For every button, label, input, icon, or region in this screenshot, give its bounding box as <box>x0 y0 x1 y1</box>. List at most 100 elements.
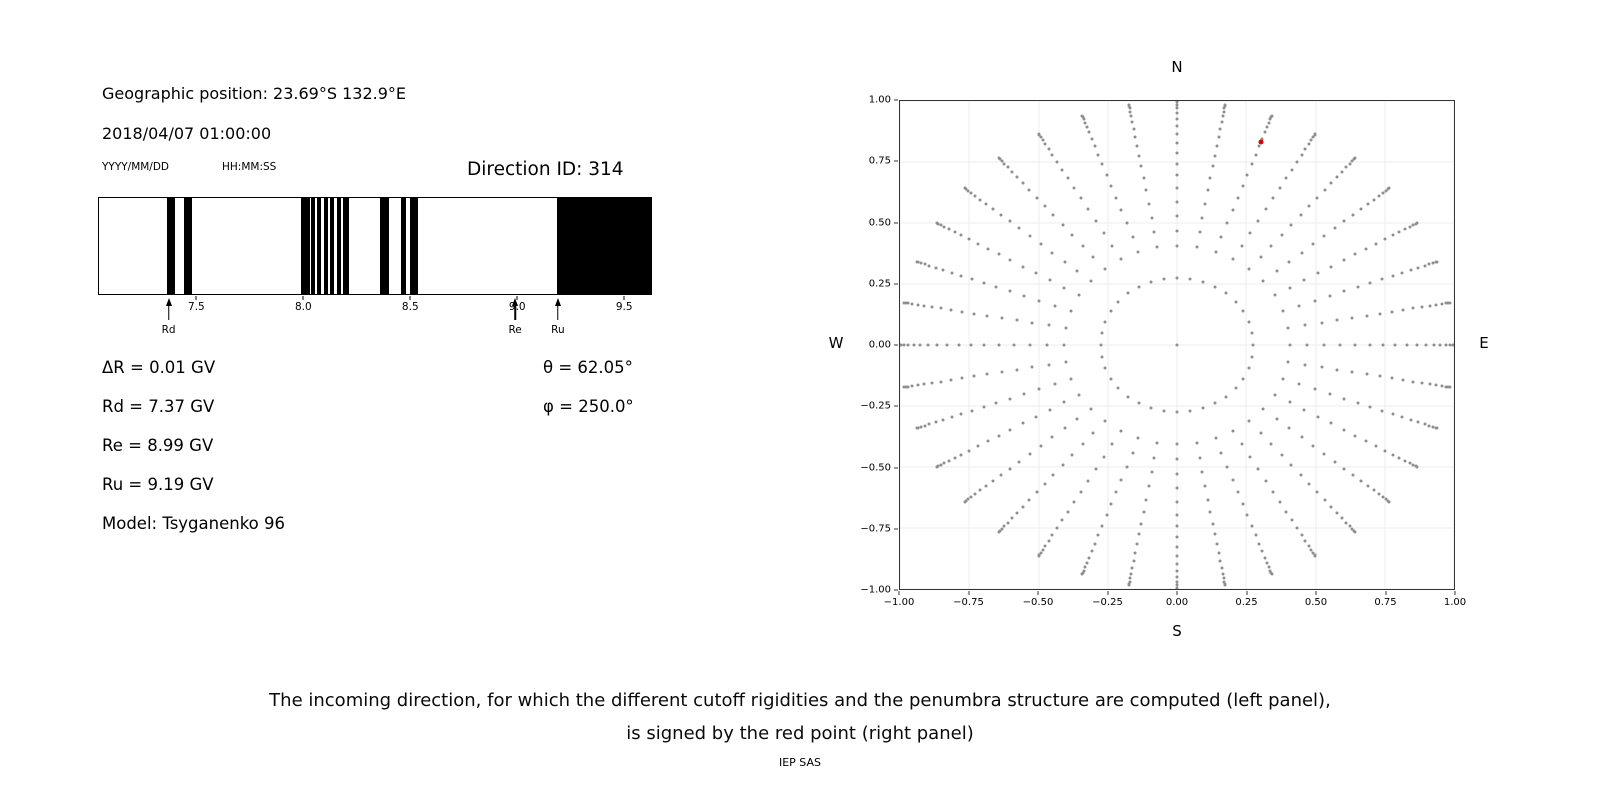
direction-grid-dot <box>1416 420 1420 424</box>
direction-grid-dot <box>1103 320 1107 324</box>
direction-grid-dot <box>1280 233 1284 237</box>
direction-grid-dot <box>922 304 926 308</box>
rigidity-marker-label: Re <box>508 324 522 336</box>
direction-grid-dot <box>1149 406 1153 410</box>
direction-grid-dot <box>1231 208 1235 212</box>
direction-grid-dot <box>1175 111 1179 115</box>
direction-grid-dot <box>1110 442 1114 446</box>
direction-grid-dot <box>1175 500 1179 504</box>
direction-grid-dot <box>1010 516 1014 520</box>
direction-grid-dot <box>1139 164 1143 168</box>
direction-grid-dot <box>1091 431 1095 435</box>
direction-grid-dot <box>1245 513 1249 517</box>
direction-grid-dot <box>1062 343 1066 347</box>
direction-grid-dot <box>1000 370 1004 374</box>
direction-grid-dot <box>967 449 971 453</box>
direction-grid-dot <box>1329 181 1333 185</box>
direction-grid-dot <box>1126 291 1130 295</box>
direction-grid-dot <box>942 225 946 229</box>
direction-grid-dot <box>1351 213 1355 217</box>
direction-grid-dot <box>1287 426 1291 430</box>
direction-grid-dot <box>1144 498 1148 501</box>
direction-grid-dot <box>966 497 970 501</box>
direction-grid-dot <box>1128 110 1132 114</box>
direction-grid-dot <box>1175 101 1179 103</box>
direction-grid-dot <box>1290 168 1294 172</box>
direction-grid-dot <box>1048 278 1052 282</box>
direction-grid-dot <box>1270 572 1274 576</box>
direction-grid-dot <box>1214 436 1218 440</box>
direction-grid-dot <box>1030 365 1034 369</box>
direction-grid-dot <box>1175 151 1179 155</box>
direction-grid-dot <box>1313 299 1317 303</box>
direction-grid-dot <box>1200 470 1204 474</box>
direction-grid-dot <box>1286 326 1290 330</box>
angle-list: θ = 62.05° φ = 250.0° <box>543 348 634 426</box>
direction-grid-dot <box>959 453 963 457</box>
direction-grid-dot <box>1100 355 1104 359</box>
y-tick-mark <box>894 405 898 407</box>
direction-grid-dot <box>1133 551 1137 555</box>
direction-grid-dot <box>1142 176 1146 180</box>
direction-grid-dot <box>1368 343 1371 347</box>
direction-grid-dot <box>997 343 1001 347</box>
direction-grid-dot <box>1082 569 1086 573</box>
direction-grid-dot <box>1175 472 1179 476</box>
direction-grid-dot <box>1338 343 1342 347</box>
direction-grid-dot <box>1043 204 1047 208</box>
direction-grid-dot <box>959 274 963 278</box>
direction-grid-dot <box>1129 572 1133 576</box>
direction-grid-dot <box>1055 526 1059 530</box>
direction-grid-dot <box>1269 442 1273 446</box>
arrow-stem <box>167 305 170 320</box>
direction-grid-dot <box>1215 144 1219 148</box>
direction-grid-dot <box>997 252 1001 256</box>
direction-grid-dot <box>1175 173 1179 177</box>
direction-grid-dot <box>957 343 961 347</box>
direction-grid-dot <box>1002 162 1006 166</box>
direction-grid-dot <box>949 378 953 382</box>
direction-grid-dot <box>919 425 923 429</box>
direction-grid-dot <box>1431 261 1435 265</box>
direction-grid-dot <box>953 230 957 234</box>
penumbra-forbidden-band <box>323 198 329 294</box>
direction-grid-dot <box>976 242 980 246</box>
direction-grid-dot <box>902 385 906 389</box>
direction-grid-dot <box>1316 271 1320 275</box>
direction-grid-dot <box>939 306 943 310</box>
direction-grid-dot <box>1320 321 1324 325</box>
direction-grid-dot <box>1364 247 1368 251</box>
direction-grid-dot <box>1201 280 1205 284</box>
direction-grid-dot <box>1109 502 1113 506</box>
x-tick-mark <box>195 296 197 300</box>
arrow-up-icon <box>512 298 519 306</box>
direction-grid-dot <box>1162 277 1166 281</box>
direction-scatter-plot <box>899 100 1455 590</box>
direction-grid-dot <box>1444 301 1448 305</box>
direction-grid-dot <box>1103 267 1107 271</box>
direction-grid-dot <box>1085 561 1089 565</box>
direction-grid-dot <box>1066 510 1070 513</box>
direction-grid-dot <box>1368 281 1372 285</box>
direction-grid-dot <box>1387 186 1391 190</box>
x-tick-mark <box>302 296 304 300</box>
direction-grid-dot <box>1313 554 1317 558</box>
direction-grid-dot <box>1247 267 1251 271</box>
direction-grid-dot <box>1061 223 1064 227</box>
penumbra-forbidden-band <box>557 198 651 294</box>
direction-grid-dot <box>1144 188 1148 192</box>
direction-grid-dot <box>1380 409 1384 413</box>
direction-grid-dot <box>1110 244 1114 248</box>
direction-grid-dot <box>1390 376 1394 380</box>
direction-grid-dot <box>1342 289 1346 293</box>
direction-grid-dot <box>1105 513 1109 517</box>
direction-grid-dot <box>1039 444 1043 448</box>
direction-grid-dot <box>1100 524 1104 528</box>
direction-grid-dot <box>900 343 902 347</box>
direction-grid-dot <box>1128 580 1132 584</box>
caption-line-2: is signed by the red point (right panel) <box>626 723 974 744</box>
direction-grid-dot <box>1053 304 1057 308</box>
direction-grid-dot <box>1241 309 1245 313</box>
direction-grid-dot <box>1015 368 1019 372</box>
direction-grid-dot <box>1329 421 1333 425</box>
